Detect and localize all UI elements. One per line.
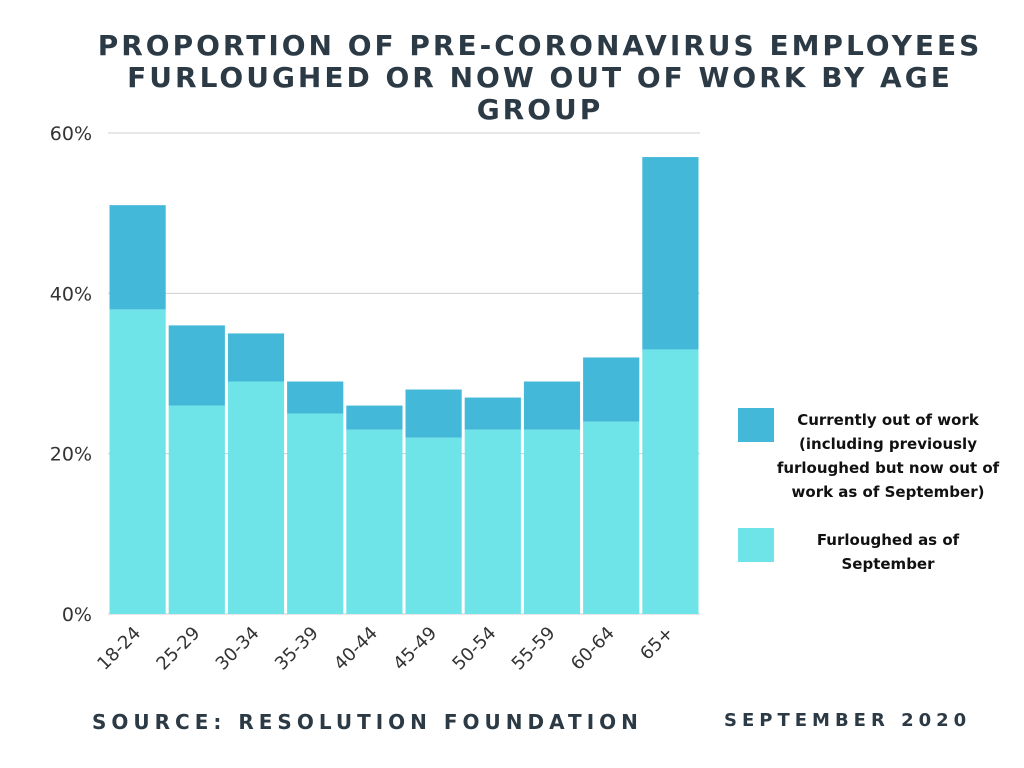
bar-furloughed — [168, 405, 225, 614]
bar-furloughed — [464, 429, 521, 614]
bar-out-of-work — [405, 389, 462, 438]
bar-out-of-work — [227, 333, 285, 382]
legend-swatch-furloughed — [738, 528, 774, 562]
bar-furloughed — [642, 349, 699, 614]
y-tick-label: 60% — [50, 123, 92, 145]
legend-label-out-of-work: Currently out of work (including previou… — [776, 411, 1000, 501]
x-tick-label: 45-49 — [389, 623, 441, 675]
y-tick-label: 0% — [62, 604, 92, 626]
x-tick-label: 40-44 — [330, 623, 382, 675]
bar-furloughed — [227, 381, 285, 614]
x-tick-label: 30-34 — [212, 623, 264, 675]
y-tick-label: 20% — [50, 444, 92, 466]
x-tick-label: 50-54 — [448, 623, 500, 675]
x-tick-label: 18-24 — [93, 623, 145, 675]
bar-out-of-work — [346, 405, 403, 430]
bar-furloughed — [523, 429, 581, 614]
bar-out-of-work — [523, 381, 581, 430]
bar-out-of-work — [168, 325, 225, 406]
x-tick-label: 25-29 — [152, 623, 204, 675]
y-tick-label: 40% — [50, 283, 92, 305]
source-caption: SOURCE: RESOLUTION FOUNDATION — [92, 710, 643, 734]
x-tick-label: 35-39 — [271, 623, 323, 675]
x-tick-label: 55-59 — [508, 623, 560, 675]
bar-out-of-work — [642, 157, 699, 350]
bar-furloughed — [405, 437, 462, 614]
bar-out-of-work — [287, 381, 344, 414]
bar-furloughed — [346, 429, 403, 614]
bar-furloughed — [583, 421, 640, 614]
bar-out-of-work — [464, 397, 521, 430]
date-caption: SEPTEMBER 2020 — [724, 710, 972, 731]
bar-out-of-work — [109, 205, 166, 310]
bar-furloughed — [287, 413, 344, 614]
bar-out-of-work — [583, 357, 640, 422]
x-tick-label: 60-64 — [567, 623, 619, 675]
legend-swatch-out-of-work — [738, 408, 774, 442]
chart-title: PROPORTION OF PRE-CORONAVIRUS EMPLOYEES … — [97, 29, 983, 126]
x-tick-label: 65+ — [636, 623, 678, 665]
legend-label-furloughed: Furloughed as of September — [816, 531, 960, 573]
bar-furloughed — [109, 309, 166, 614]
